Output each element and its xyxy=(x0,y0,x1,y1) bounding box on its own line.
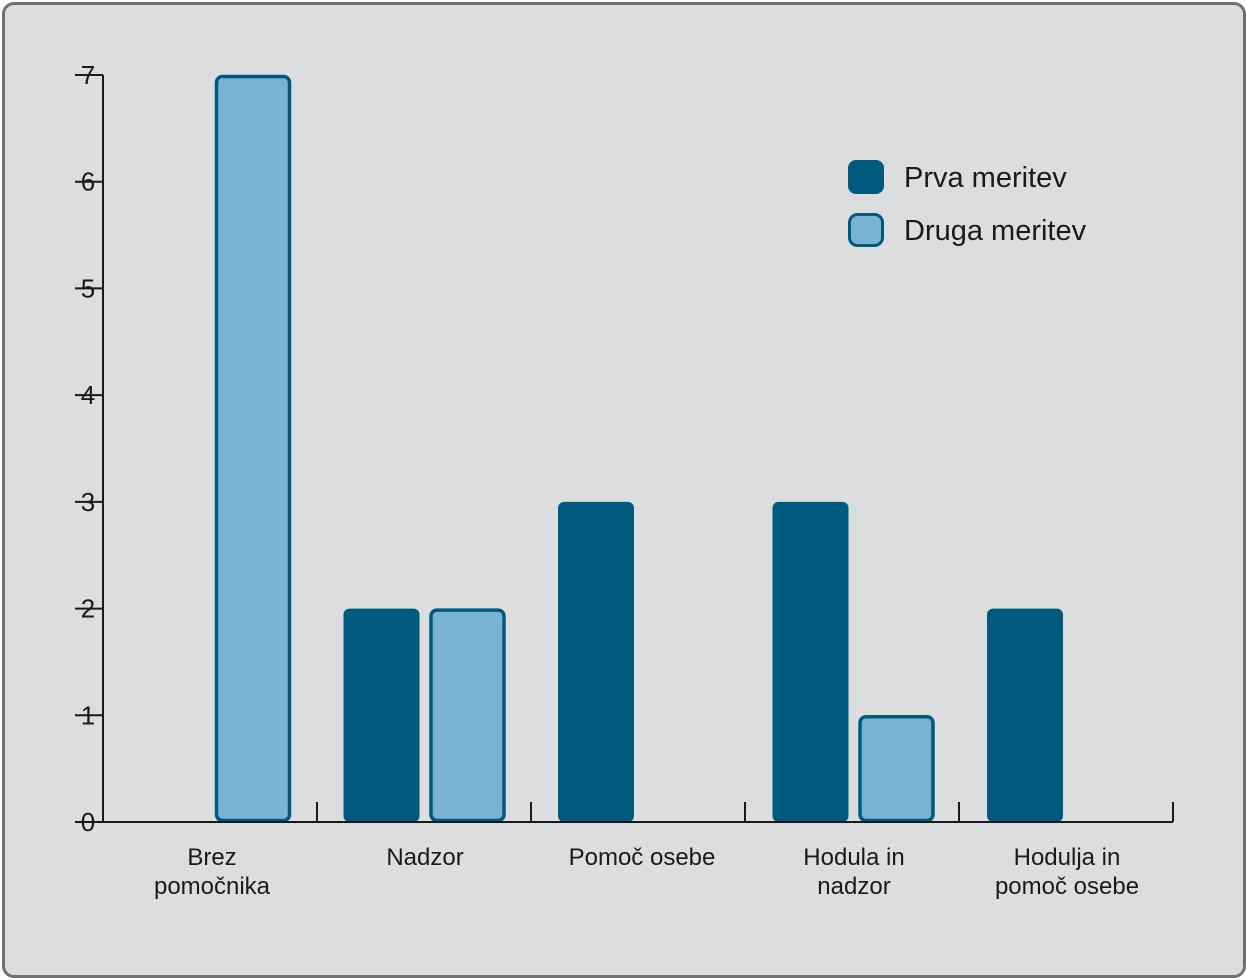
y-tick-label: 0 xyxy=(81,807,95,837)
legend: Prva meritev Druga meritev xyxy=(848,160,1087,247)
x-category-label: Nadzor xyxy=(386,844,463,871)
legend-label: Prva meritev xyxy=(904,162,1067,194)
y-tick-label: 5 xyxy=(81,273,95,303)
bar-druga-0 xyxy=(214,74,292,823)
legend-label: Druga meritev xyxy=(904,215,1087,247)
bar-prva-2 xyxy=(558,501,634,822)
bar-druga-3 xyxy=(858,715,935,823)
y-tick-label: 7 xyxy=(81,60,95,90)
x-category-label: Hodulja in pomoč osebe xyxy=(995,844,1139,900)
legend-swatch-prva xyxy=(848,160,884,194)
y-tick-label: 2 xyxy=(81,594,95,624)
bar-prva-3 xyxy=(772,501,849,822)
x-category-label: Brez pomočnika xyxy=(154,844,271,900)
bar-prva-4 xyxy=(987,608,1063,822)
y-tick-label: 1 xyxy=(81,700,95,730)
y-tick-label: 4 xyxy=(81,380,95,410)
y-tick-label: 3 xyxy=(81,487,95,517)
bar-druga-1 xyxy=(429,608,506,823)
bars-group xyxy=(214,74,1063,823)
y-tick-label: 6 xyxy=(81,167,95,197)
axes-group: 0 1 2 3 4 5 6 7 Brez pomočnika Nadzor Pomoč osebe Ho… xyxy=(75,60,1174,900)
x-category-label: Hodula in nadzor xyxy=(803,844,904,900)
legend-swatch-druga xyxy=(848,213,884,247)
x-category-label: Pomoč osebe xyxy=(569,844,716,871)
bar-prva-1 xyxy=(343,608,420,822)
